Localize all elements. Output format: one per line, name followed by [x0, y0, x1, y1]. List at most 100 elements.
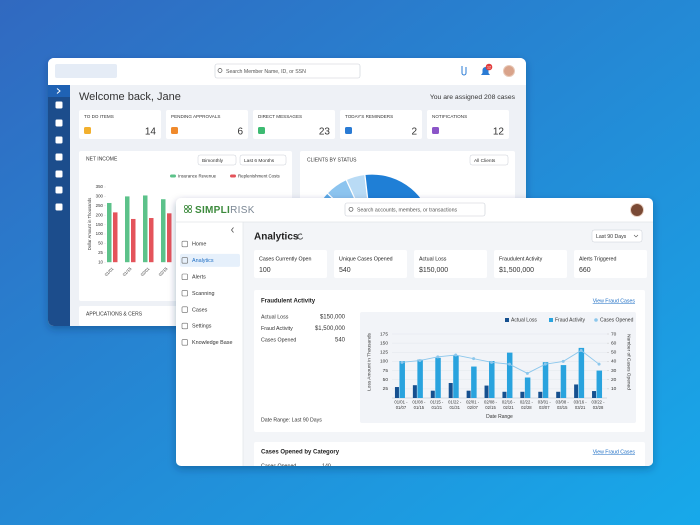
avatar	[503, 65, 515, 77]
panel-title: NET INCOME	[86, 156, 118, 162]
logo-mark	[187, 204, 192, 209]
dropdown-text: Last 90 Days	[596, 234, 627, 240]
stat-card: TODAY'S REMINDERS 2	[340, 110, 422, 139]
x-tick-label: 03/16 -	[574, 400, 588, 405]
sidebar-icon[interactable]	[55, 203, 63, 211]
refresh-icon[interactable]	[297, 233, 304, 240]
dropdown[interactable]	[469, 154, 509, 166]
y-tick-label: 75	[383, 368, 389, 374]
nav-item[interactable]: Knowledge Base	[192, 340, 232, 346]
bar	[143, 195, 148, 263]
stat-card: TO DO ITEMS 14	[79, 110, 161, 139]
bar	[125, 196, 130, 263]
kpi-card	[254, 250, 327, 278]
legend-label: Actual Loss	[511, 318, 537, 324]
y2-tick-label: 30	[611, 368, 617, 374]
row-value: 140	[322, 463, 331, 469]
card-icon	[432, 127, 439, 134]
sidebar-icon[interactable]	[55, 186, 63, 194]
x-tick-label: 01/07	[396, 405, 407, 410]
search-box[interactable]	[344, 202, 486, 217]
line-point	[454, 353, 458, 357]
x-tick-label: 01/01 -	[394, 400, 408, 405]
bar	[435, 357, 441, 398]
card-link[interactable]: View Fraud Cases	[593, 298, 636, 304]
dropdown-text: Bimonthly	[202, 158, 224, 164]
window-content: SIMPLIRISK Search accounts, members, or t…	[176, 202, 653, 469]
dropdown[interactable]	[239, 154, 287, 166]
line-point	[436, 355, 440, 359]
x-tick-label: 01/31	[449, 405, 460, 410]
kpi-card	[414, 250, 487, 278]
x-tick-label: 03/22 -	[592, 400, 606, 405]
sidebar-toggle[interactable]	[48, 85, 70, 97]
y-tick-label: 200	[96, 212, 104, 217]
x-tick-label: 02/22 -	[520, 400, 534, 405]
card	[79, 110, 161, 139]
card-icon	[345, 127, 352, 134]
nav-item[interactable]: Alerts	[192, 275, 206, 281]
nav-icon	[181, 273, 188, 280]
card-label: TO DO ITEMS	[84, 114, 114, 119]
dropdown[interactable]	[591, 229, 643, 243]
nav-item[interactable]: Scanning	[192, 291, 214, 297]
kpi-card	[334, 250, 407, 278]
line-point	[472, 357, 476, 361]
nav-icon	[181, 290, 188, 297]
x-tick-label: 01/15	[414, 405, 425, 410]
dropdown-caret	[633, 234, 639, 238]
legend-label: Replenishment Costs	[238, 174, 281, 179]
sidebar-icon[interactable]	[55, 119, 63, 127]
y-axis-label: Dollar Amount in Thousands	[87, 198, 92, 251]
y-tick-label: 150	[96, 222, 104, 227]
sidebar-icon[interactable]	[55, 170, 63, 178]
stat-card: NOTIFICATIONS 12	[427, 110, 509, 139]
nav-item[interactable]: Settings	[192, 324, 212, 330]
panel-title: APPLICATIONS & CERS	[86, 311, 143, 317]
row-label: Cases Opened	[261, 463, 296, 469]
nav-item[interactable]: Home	[192, 242, 206, 248]
welcome: Welcome back, Jane	[79, 91, 181, 103]
y2-tick-label: 40	[611, 359, 617, 365]
sidebar-icon[interactable]	[55, 101, 63, 109]
x-tick-label: 01/15	[122, 266, 133, 277]
x-tick-label: 01/15 -	[430, 400, 444, 405]
card-link[interactable]: View Fraud Cases	[593, 449, 636, 455]
y-tick-label: 250	[96, 203, 104, 208]
stat-label: Actual Loss	[261, 314, 289, 320]
sidebar-icon[interactable]	[55, 153, 63, 161]
y-tick-label: 100	[96, 231, 104, 236]
legend-label: Fraud Activity	[555, 318, 586, 324]
bar	[471, 366, 477, 398]
line-point	[561, 359, 565, 363]
x-tick-label: 02/15	[158, 266, 169, 277]
search-placeholder: Search accounts, members, or transaction…	[357, 207, 457, 213]
x-tick-label: 02/01	[140, 266, 151, 277]
y-tick-label: 175	[380, 331, 388, 337]
nav-icon	[181, 322, 188, 330]
clip-icon	[461, 66, 467, 76]
card	[254, 442, 645, 466]
bar	[394, 387, 399, 398]
y2-tick-label: 20	[611, 377, 617, 383]
kpi-label: Unique Cases Opened	[339, 256, 393, 262]
stat-label: Fraud Activity	[261, 326, 293, 332]
y-tick-label: 300	[96, 194, 104, 199]
nav-item[interactable]: Analytics	[192, 258, 214, 264]
y2-tick-label: 70	[611, 331, 617, 337]
dropdown[interactable]	[197, 154, 237, 166]
legend-marker	[549, 318, 553, 322]
chevron	[56, 88, 61, 94]
panel-title: CLIENTS BY STATUS	[307, 157, 357, 163]
bar	[453, 355, 459, 398]
line-point	[400, 360, 404, 364]
logo: SIMPLIRISK	[195, 205, 255, 216]
nav-item[interactable]: Cases	[192, 307, 208, 313]
card-label: PENDING APPROVALS	[171, 114, 220, 119]
search-icon	[348, 206, 354, 212]
avatar[interactable]	[630, 203, 644, 217]
sidebar-icon[interactable]	[55, 136, 63, 144]
legend-label: Insurance Revenue	[178, 174, 217, 179]
search-box[interactable]	[214, 63, 361, 79]
